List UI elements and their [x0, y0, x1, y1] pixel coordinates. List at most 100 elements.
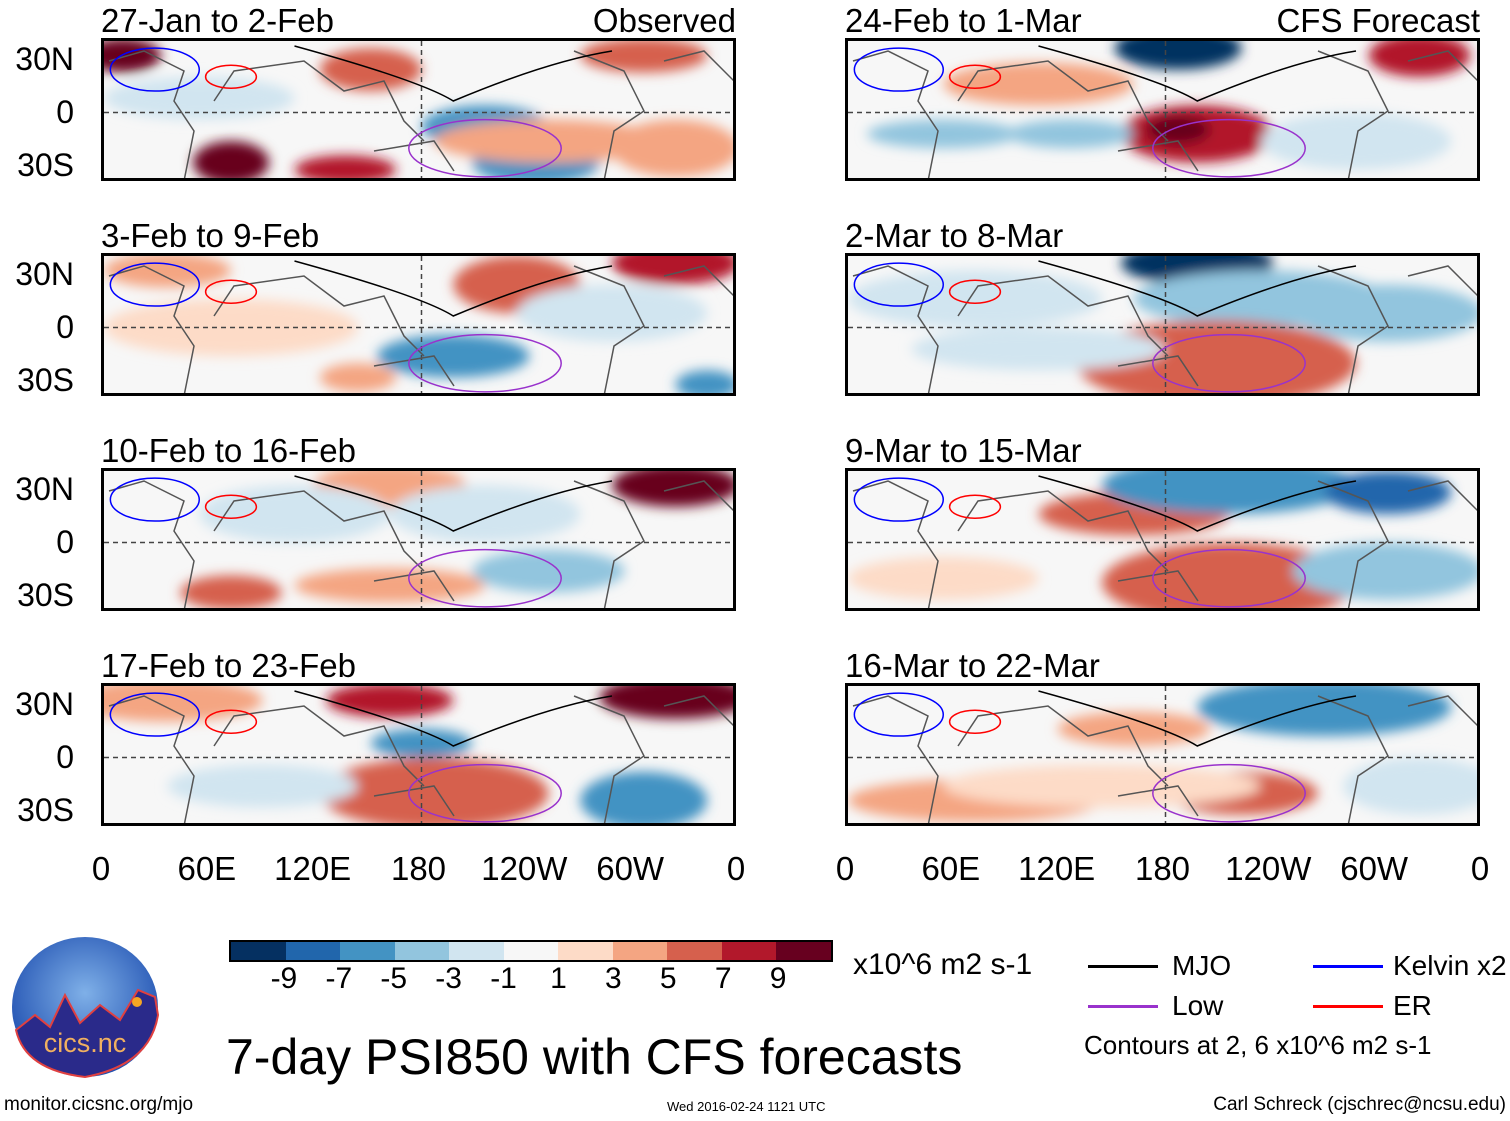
anomaly-blob	[1292, 542, 1477, 600]
anomaly-blob	[472, 549, 625, 593]
panel-title: 16-Mar to 22-Mar	[845, 647, 1100, 684]
mjo-contour	[294, 260, 613, 317]
kelvin-contour	[109, 477, 200, 522]
anomaly-blob	[580, 41, 708, 73]
coastlines	[108, 480, 733, 608]
map-panel-3-observed	[101, 468, 736, 611]
y-tick-label: 30S	[17, 577, 74, 613]
mjo-contour	[1038, 475, 1357, 532]
anomaly-blob	[580, 771, 708, 823]
mjo-contour	[294, 45, 613, 102]
low-contour	[408, 333, 562, 393]
colorbar-label: -7	[325, 962, 353, 995]
coastlines	[852, 480, 1477, 608]
y-tick-label: 0	[56, 524, 74, 560]
panel-title: 3-Feb to 9-Feb	[101, 217, 320, 254]
legend-label-low: Low	[1172, 990, 1224, 1021]
er-contour	[204, 709, 258, 734]
anomaly-blob	[199, 485, 390, 543]
anomaly-blob	[943, 62, 1134, 106]
map-panel-2-forecast	[845, 253, 1480, 396]
er-contour	[204, 64, 258, 89]
panel-title: 24-Feb to 1-Mar	[845, 2, 1082, 39]
anomaly-blob	[1057, 711, 1210, 747]
kelvin-contour	[109, 47, 200, 92]
x-tick-label: 0	[835, 850, 855, 887]
er-contour	[948, 279, 1002, 304]
panel-title: 2-Mar to 8-Mar	[845, 217, 1064, 254]
kelvin-contour	[853, 262, 944, 307]
map-panel-3-forecast	[845, 468, 1480, 611]
map-panel-4-observed	[101, 683, 736, 826]
coastlines	[852, 265, 1477, 393]
anomaly-blob	[1197, 686, 1452, 737]
anomaly-blob	[434, 119, 663, 163]
coastlines	[852, 50, 1477, 178]
cicsnc-logo: cics.nc	[12, 937, 160, 1079]
svg-text:cics.nc: cics.nc	[44, 1028, 127, 1058]
colorbar-swatch	[449, 942, 504, 960]
anomaly-blob	[192, 141, 270, 178]
er-contour	[204, 494, 258, 519]
legend-line-low	[1088, 1005, 1158, 1008]
footer-url[interactable]: monitor.cicsnc.org/mjo	[4, 1094, 194, 1115]
colorbar-label: 7	[714, 962, 732, 995]
y-tick-label: 30S	[17, 792, 74, 828]
y-tick-label: 30N	[15, 686, 74, 722]
low-contour	[1152, 118, 1306, 178]
anomaly-blob	[1114, 41, 1242, 70]
low-contour	[408, 548, 562, 608]
anomaly-blob	[943, 764, 1261, 808]
kelvin-contour	[853, 477, 944, 522]
low-contour	[1152, 333, 1306, 393]
panel-title: 17-Feb to 23-Feb	[101, 647, 356, 684]
colorbar-swatch	[776, 942, 832, 960]
colorbar-swatch	[285, 942, 341, 960]
y-tick-label: 0	[56, 94, 74, 130]
anomaly-blob	[104, 686, 263, 722]
anomaly-blob	[104, 41, 162, 73]
panel-title: 10-Feb to 16-Feb	[101, 432, 356, 469]
anomaly-blob	[516, 284, 708, 342]
x-tick-label: 120W	[481, 850, 568, 887]
anomaly-blob	[104, 256, 231, 288]
anomaly-blob	[1343, 757, 1477, 815]
x-tick-label: 60W	[1340, 850, 1409, 887]
colorbar-swatch	[667, 942, 722, 960]
panel-tag: Observed	[592, 2, 736, 39]
anomaly-blob	[1006, 119, 1134, 149]
y-tick-label: 30N	[15, 471, 74, 507]
legend-line-mjo	[1088, 965, 1158, 968]
anomaly-blob	[599, 686, 733, 719]
y-tick-label: 30S	[17, 147, 74, 183]
coastlines	[108, 50, 733, 178]
map-panel-1-forecast	[845, 38, 1480, 181]
x-tick-label: 0	[91, 850, 111, 887]
map-panel-4-forecast	[845, 683, 1480, 826]
anomaly-blob	[319, 757, 549, 823]
main-title: 7-day PSI850 with CFS forecasts	[226, 1029, 963, 1085]
colorbar-label: -3	[435, 962, 462, 995]
anomaly-blob	[612, 256, 733, 285]
y-tick-label: 0	[56, 739, 74, 775]
anomaly-blob	[1292, 284, 1477, 342]
anomaly-blob	[389, 485, 581, 543]
map-panel-2-observed	[101, 253, 736, 396]
colorbar-label: 9	[769, 962, 787, 995]
legend-line-kelvin	[1313, 965, 1383, 968]
anomaly-blob	[294, 155, 397, 178]
low-contour	[408, 118, 562, 178]
low-contour	[1152, 548, 1306, 608]
er-contour	[204, 279, 258, 304]
anomaly-blob	[180, 575, 282, 608]
y-tick-label: 30S	[17, 362, 74, 398]
anomaly-blob	[377, 334, 530, 378]
mjo-contour	[1038, 45, 1357, 102]
panel-title: 27-Jan to 2-Feb	[101, 2, 334, 39]
anomaly-blob	[848, 270, 1102, 328]
coastlines	[108, 265, 733, 393]
er-contour	[948, 494, 1002, 519]
anomaly-blob	[1324, 471, 1452, 514]
colorbar	[229, 940, 833, 962]
